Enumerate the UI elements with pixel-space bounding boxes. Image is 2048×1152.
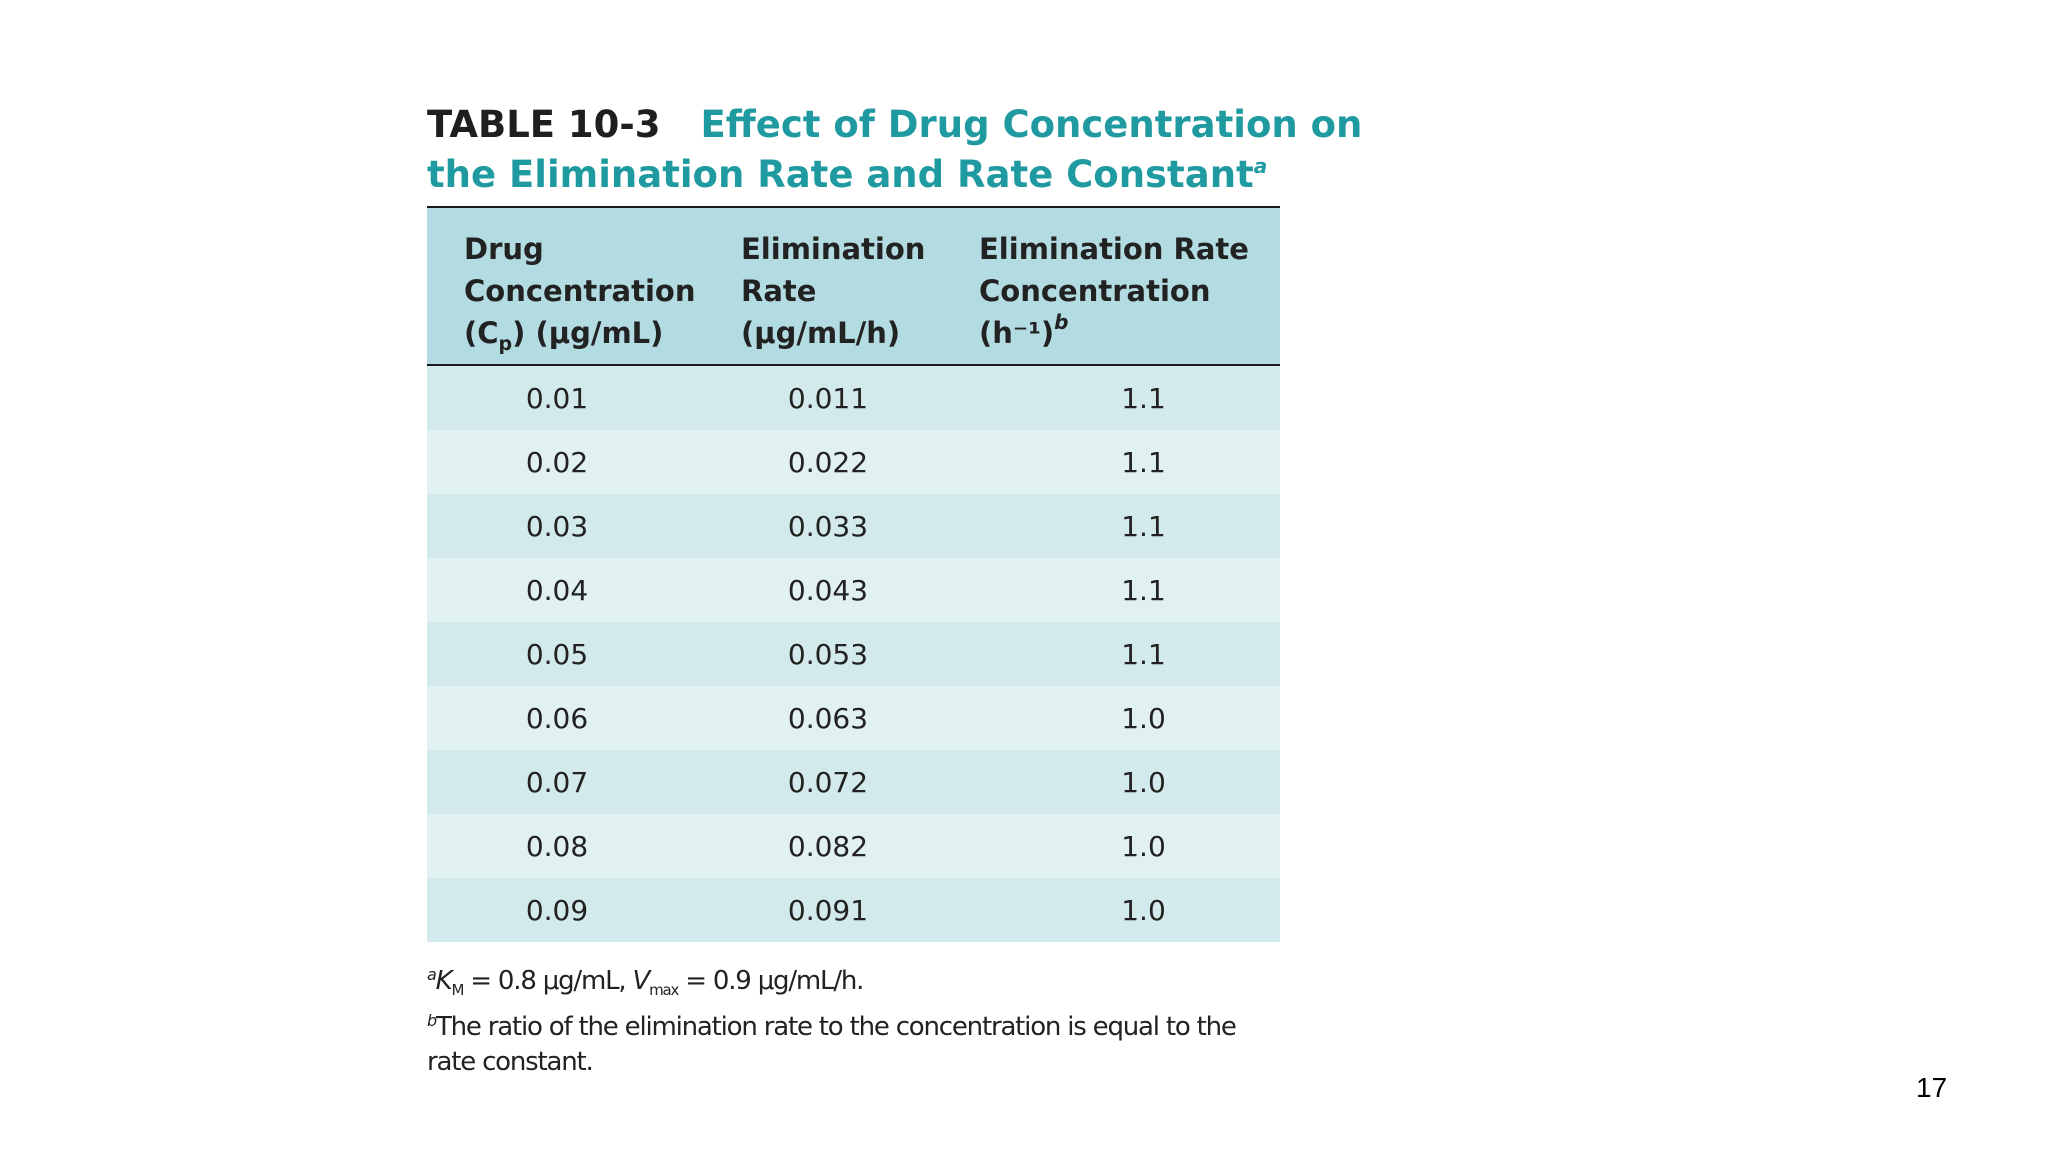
cell-ratio: 1.0 — [1121, 893, 1166, 927]
cell-elimination-rate: 0.043 — [787, 573, 869, 607]
footnote-km-subscript: M — [451, 981, 464, 999]
table-row: 0.09 0.091 1.0 — [427, 878, 1280, 942]
header-ratio-line3: (h⁻¹)b — [979, 312, 1270, 354]
header-ratio-footnote-mark: b — [1054, 310, 1069, 334]
table-row: 0.02 0.022 1.1 — [427, 430, 1280, 494]
footnote-a: aKM = 0.8 μg/mL, Vmax = 0.9 μg/mL/h. — [427, 964, 1280, 998]
header-cp-unit: ) (μg/mL) — [512, 316, 664, 350]
cell-elimination-rate: 0.033 — [787, 509, 869, 543]
cell-ratio: 1.0 — [1121, 829, 1166, 863]
cell-concentration: 0.02 — [525, 445, 589, 479]
table-row: 0.04 0.043 1.1 — [427, 558, 1280, 622]
title-line-1: TABLE 10-3 Effect of Drug Concentration o… — [427, 100, 1362, 150]
header-ratio-line1: Elimination Rate — [979, 232, 1249, 266]
cell-elimination-rate: 0.053 — [787, 637, 869, 671]
header-concentration-line3: (Cp) (μg/mL) — [464, 312, 679, 354]
cell-concentration: 0.01 — [525, 381, 589, 415]
cell-concentration: 0.05 — [525, 637, 589, 671]
header-ratio: Elimination Rate Concentration (h⁻¹)b — [967, 206, 1280, 366]
header-row: Drug Concentration (Cp) (μg/mL) Eliminat… — [427, 206, 1280, 366]
title-text-1: Effect of Drug Concentration on — [700, 103, 1363, 146]
cell-ratio: 1.1 — [1121, 573, 1166, 607]
table-body: 0.01 0.011 1.1 0.02 0.022 1.1 0.03 0.033 1.1 0… — [427, 365, 1280, 942]
table-row: 0.01 0.011 1.1 — [427, 365, 1280, 430]
footnote-km-symbol: K — [435, 966, 453, 996]
cell-elimination-rate: 0.011 — [787, 381, 869, 415]
header-rate-line1: Elimination — [741, 232, 926, 266]
footnote-b-text: The ratio of the elimination rate to the… — [427, 1012, 1237, 1077]
header-rate-line3: (μg/mL/h) — [741, 316, 901, 350]
footnote-a-mark: a — [427, 965, 437, 984]
table-row: 0.05 0.053 1.1 — [427, 622, 1280, 686]
cell-concentration: 0.08 — [525, 829, 589, 863]
table-block: TABLE 10-3 Effect of Drug Concentration o… — [427, 100, 1362, 1080]
cell-ratio: 1.0 — [1121, 701, 1166, 735]
header-rate-line2: Rate — [741, 274, 817, 308]
page-number: 17 — [1916, 1072, 1948, 1103]
table-row: 0.07 0.072 1.0 — [427, 750, 1280, 814]
cell-elimination-rate: 0.091 — [787, 893, 869, 927]
header-ratio-unit: (h⁻¹) — [979, 316, 1055, 350]
footnote-km-value: = 0.8 μg/mL, — [463, 966, 633, 996]
cell-elimination-rate: 0.022 — [787, 445, 869, 479]
cell-ratio: 1.1 — [1121, 381, 1166, 415]
header-cp-subscript: p — [498, 333, 513, 355]
title-text-2: the Elimination Rate and Rate Constant — [427, 153, 1254, 196]
title-footnote-mark: a — [1253, 154, 1268, 178]
footnote-b-mark: b — [427, 1011, 437, 1030]
header-concentration-line1: Drug — [464, 232, 544, 266]
footnote-b: bThe ratio of the elimination rate to th… — [427, 1010, 1280, 1080]
table-row: 0.08 0.082 1.0 — [427, 814, 1280, 878]
cell-concentration: 0.06 — [525, 701, 589, 735]
table-row: 0.03 0.033 1.1 — [427, 494, 1280, 558]
header-ratio-line2: Concentration — [979, 274, 1211, 308]
cell-elimination-rate: 0.072 — [787, 765, 869, 799]
cell-ratio: 1.1 — [1121, 509, 1166, 543]
cell-concentration: 0.03 — [525, 509, 589, 543]
header-concentration: Drug Concentration (Cp) (μg/mL) — [427, 206, 696, 366]
table-label: TABLE 10-3 — [427, 103, 661, 146]
header-cp-open: (C — [464, 316, 499, 350]
cell-concentration: 0.07 — [525, 765, 589, 799]
footnote-vmax-symbol: V — [632, 966, 651, 996]
data-table: Drug Concentration (Cp) (μg/mL) Eliminat… — [427, 206, 1280, 942]
title-line-2: the Elimination Rate and Rate Constanta — [427, 150, 1280, 200]
cell-concentration: 0.09 — [525, 893, 589, 927]
cell-ratio: 1.1 — [1121, 637, 1166, 671]
cell-ratio: 1.1 — [1121, 445, 1166, 479]
table-row: 0.06 0.063 1.0 — [427, 686, 1280, 750]
footnote-vmax-subscript: max — [649, 981, 679, 999]
table-title: TABLE 10-3 Effect of Drug Concentration o… — [427, 100, 1362, 206]
header-elimination-rate: Elimination Rate (μg/mL/h) — [689, 206, 967, 366]
cell-elimination-rate: 0.063 — [787, 701, 869, 735]
cell-elimination-rate: 0.082 — [787, 829, 869, 863]
footnote-vmax-value: = 0.9 μg/mL/h. — [678, 966, 864, 996]
cell-concentration: 0.04 — [525, 573, 589, 607]
header-concentration-line2: Concentration — [464, 274, 696, 308]
cell-ratio: 1.0 — [1121, 765, 1166, 799]
